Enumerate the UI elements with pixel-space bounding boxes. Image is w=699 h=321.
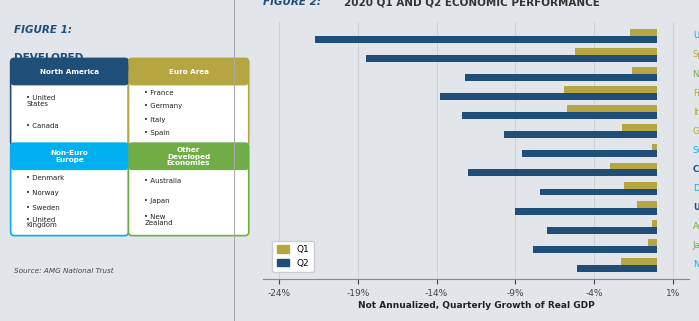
FancyBboxPatch shape — [129, 58, 249, 146]
Bar — [366, 55, 657, 62]
Text: U.K.: U.K. — [693, 31, 699, 40]
Text: • France: • France — [144, 90, 174, 96]
Bar — [315, 36, 657, 43]
Bar — [621, 258, 657, 265]
Bar — [564, 86, 657, 93]
Bar — [652, 143, 657, 151]
Text: • Spain: • Spain — [144, 130, 170, 136]
Bar — [462, 112, 657, 119]
Text: Japan: Japan — [693, 241, 699, 250]
FancyBboxPatch shape — [10, 58, 129, 146]
Bar — [540, 188, 657, 195]
Text: Canada: Canada — [693, 165, 699, 174]
Text: Australia: Australia — [693, 222, 699, 231]
Text: FIGURE 1:: FIGURE 1: — [14, 25, 72, 35]
Bar — [533, 246, 657, 253]
Bar — [610, 163, 657, 169]
Text: U.S.: U.S. — [693, 203, 699, 212]
Text: • Australia: • Australia — [144, 178, 182, 184]
Text: Euro Area: Euro Area — [168, 69, 209, 75]
Text: DEVELOPED
ECONOMIES IN FOCUS: DEVELOPED ECONOMIES IN FOCUS — [14, 53, 143, 75]
Bar — [637, 201, 657, 208]
Text: Sweden: Sweden — [693, 146, 699, 155]
Text: Norway: Norway — [693, 260, 699, 269]
Text: Other
Developed
Economies: Other Developed Economies — [167, 147, 210, 166]
Bar — [515, 208, 657, 214]
FancyBboxPatch shape — [10, 143, 129, 236]
Text: North America: North America — [40, 69, 99, 75]
Bar — [465, 74, 657, 81]
Bar — [521, 151, 657, 157]
Text: Spain: Spain — [693, 50, 699, 59]
Text: • Denmark: • Denmark — [27, 175, 65, 181]
Bar — [652, 220, 657, 227]
FancyBboxPatch shape — [129, 58, 249, 85]
Text: • Germany: • Germany — [144, 103, 182, 109]
Legend: Q1, Q2: Q1, Q2 — [272, 241, 314, 272]
Bar — [568, 105, 657, 112]
Bar — [577, 265, 657, 272]
Bar — [622, 125, 657, 131]
Text: • Japan: • Japan — [144, 198, 170, 204]
Text: • Italy: • Italy — [144, 117, 166, 123]
Bar — [504, 131, 657, 138]
Bar — [547, 227, 657, 234]
Text: • United
States: • United States — [27, 95, 56, 107]
Text: Source: AMG National Trust: Source: AMG National Trust — [14, 268, 114, 274]
FancyBboxPatch shape — [129, 143, 249, 170]
FancyBboxPatch shape — [129, 143, 249, 236]
Bar — [575, 48, 657, 55]
Text: 2020 Q1 AND Q2 ECONOMIC PERFORMANCE: 2020 Q1 AND Q2 ECONOMIC PERFORMANCE — [344, 0, 600, 7]
Text: Non-Euro
Europe: Non-Euro Europe — [51, 151, 89, 163]
Text: New Zealand: New Zealand — [693, 70, 699, 79]
Text: France: France — [693, 89, 699, 98]
Text: • Canada: • Canada — [27, 124, 59, 129]
Bar — [440, 93, 657, 100]
FancyBboxPatch shape — [10, 143, 129, 170]
Text: • Sweden: • Sweden — [27, 205, 60, 211]
Text: • United
Kingdom: • United Kingdom — [27, 217, 57, 228]
Text: • New
Zealand: • New Zealand — [144, 214, 173, 226]
Text: FIGURE 2:: FIGURE 2: — [264, 0, 322, 7]
Bar — [630, 29, 657, 36]
Bar — [624, 182, 657, 188]
Text: Denmark: Denmark — [693, 184, 699, 193]
FancyBboxPatch shape — [10, 58, 129, 85]
Bar — [632, 67, 657, 74]
Text: • Norway: • Norway — [27, 190, 59, 196]
Text: Italy: Italy — [693, 108, 699, 117]
Bar — [647, 239, 657, 246]
Bar — [468, 169, 657, 176]
Text: Germany: Germany — [693, 127, 699, 136]
X-axis label: Not Annualized, Quarterly Growth of Real GDP: Not Annualized, Quarterly Growth of Real… — [358, 301, 594, 310]
